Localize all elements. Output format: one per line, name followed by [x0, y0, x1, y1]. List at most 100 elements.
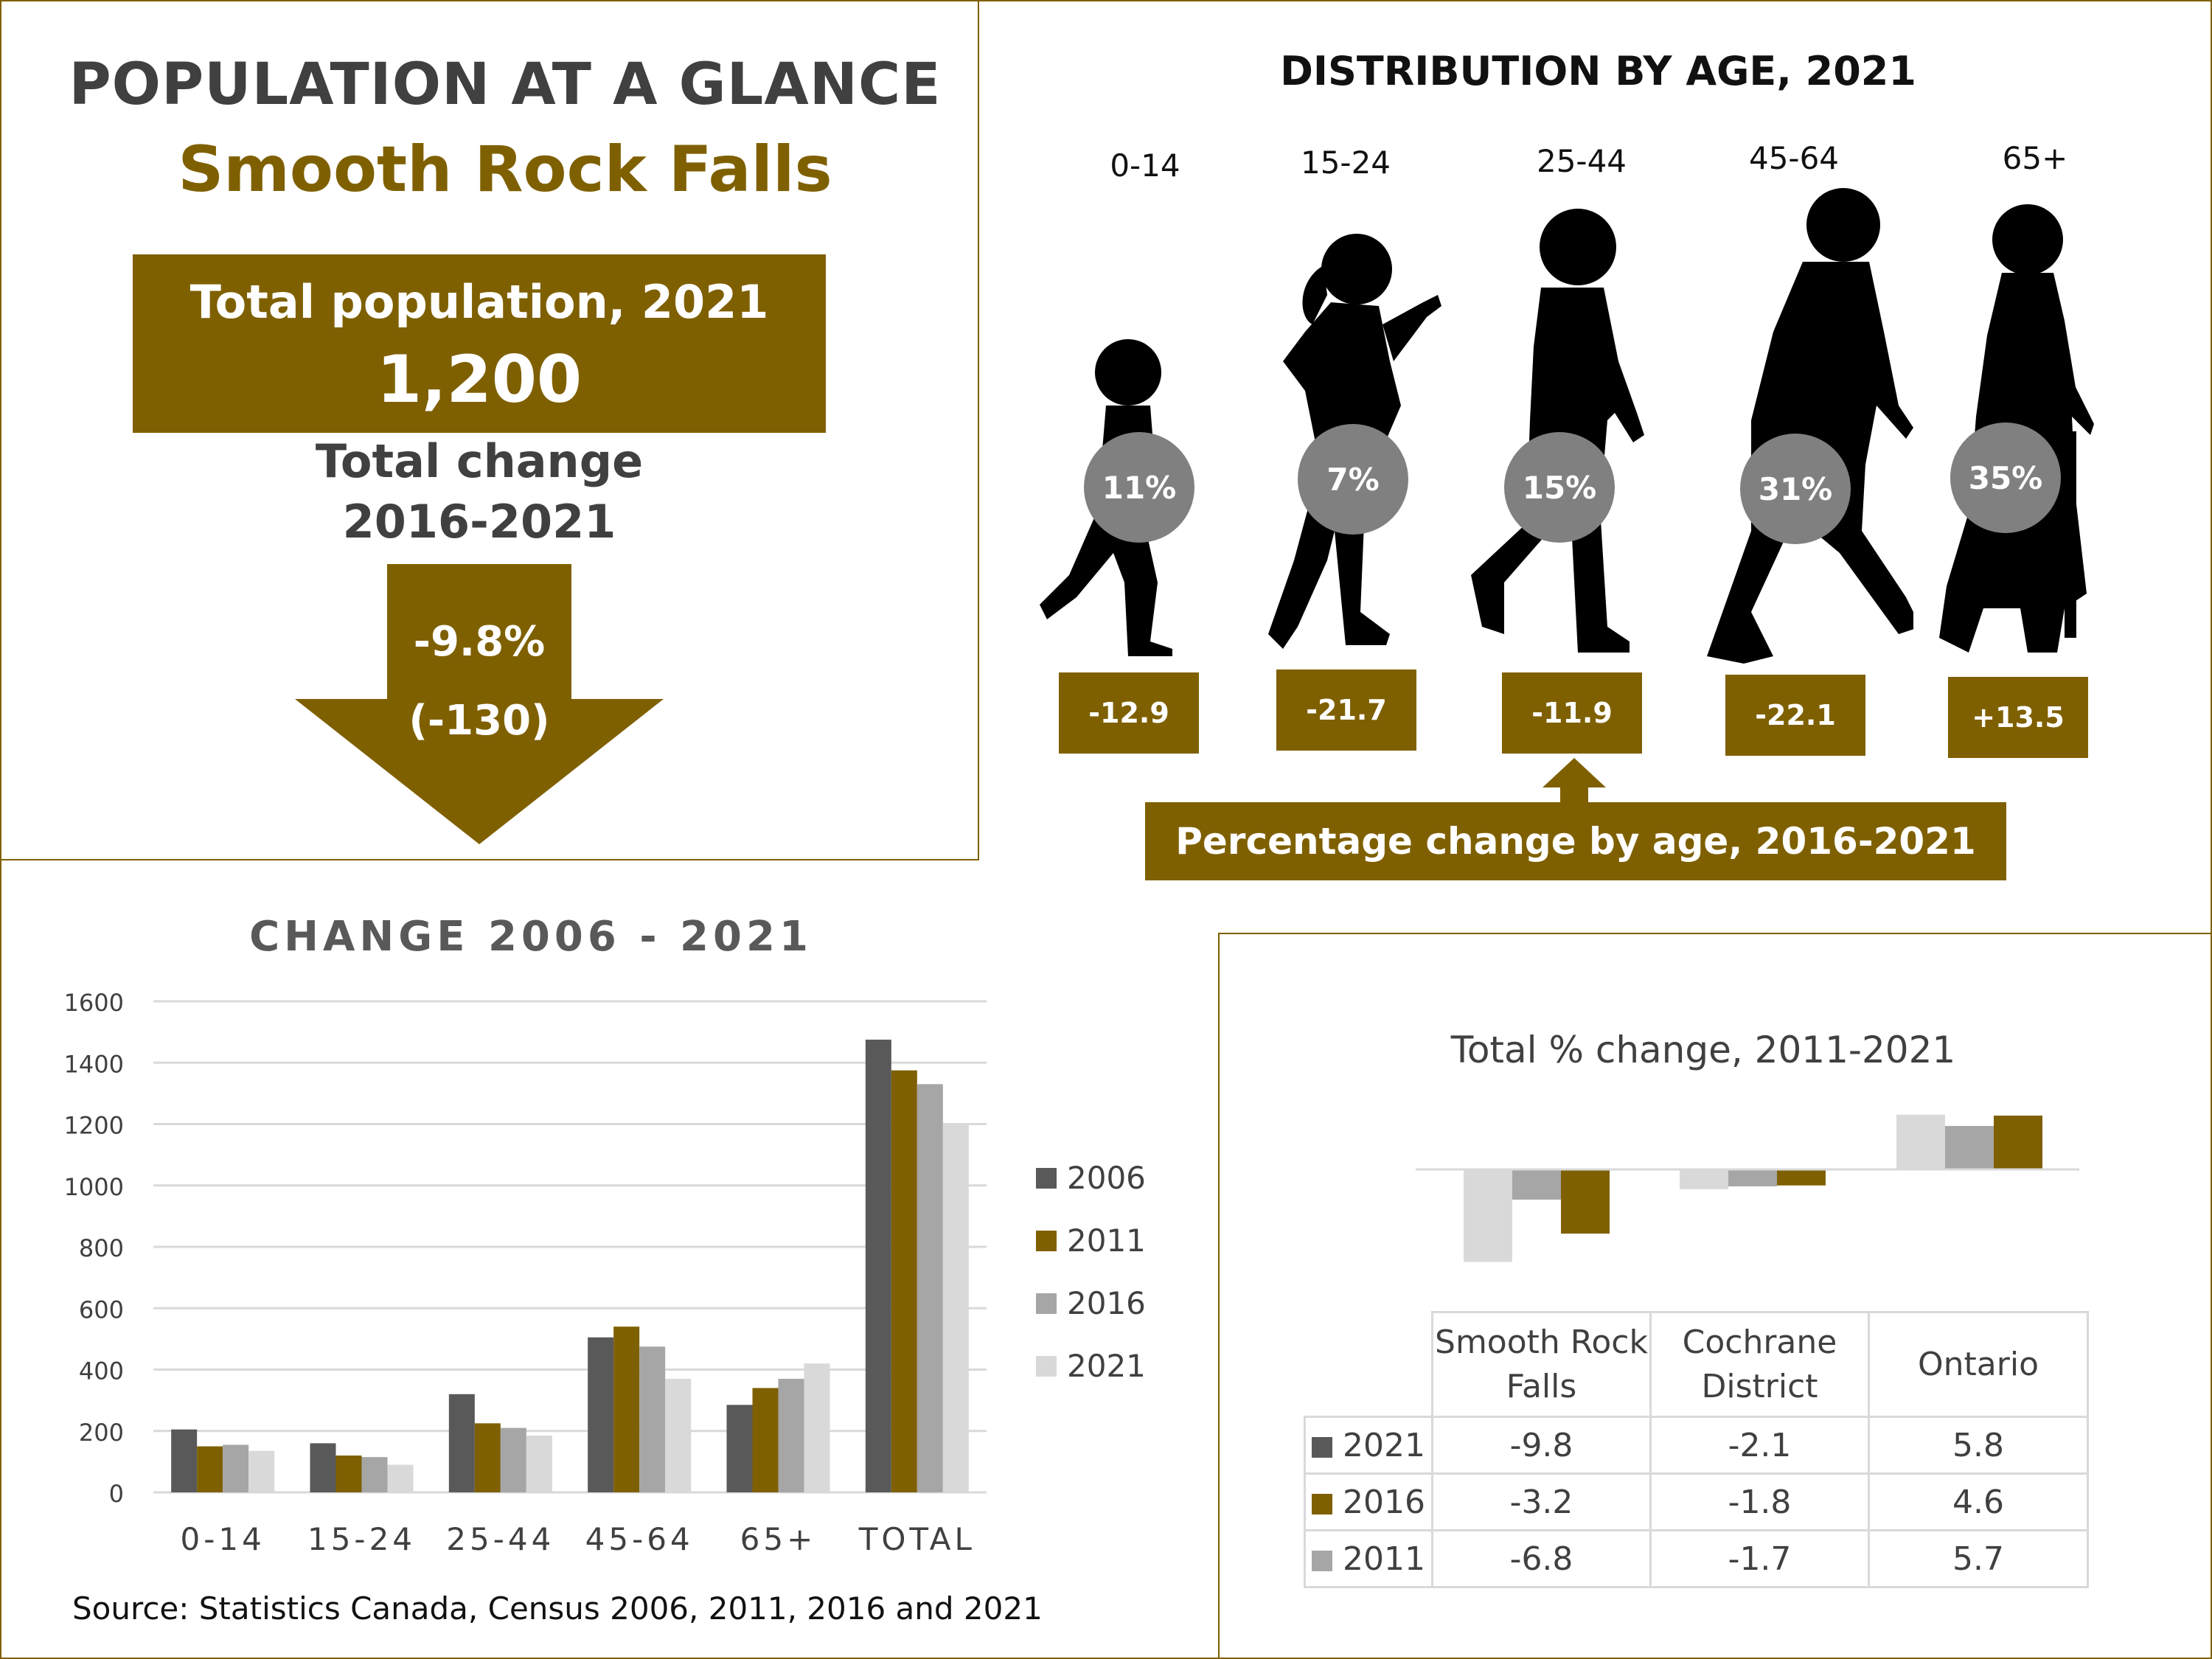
bar [361, 1457, 388, 1492]
y-tick-label: 600 [79, 1295, 124, 1324]
age-change-box-15-24: -21.7 [1276, 669, 1416, 751]
table-year: 2021 [1343, 1426, 1425, 1464]
bar-chart: 0 200 400 600 800 1000 1200 1400 1600 0-14 15-24 25… [64, 989, 987, 1557]
header-line: Ontario [1918, 1346, 2039, 1383]
x-tick-label: TOTAL [858, 1521, 975, 1557]
table-year: 2011 [1343, 1540, 1425, 1578]
bar-chart-title: CHANGE 2006 - 2021 [249, 913, 813, 961]
table-row-label: 2016 [1304, 1472, 1433, 1531]
table-row: 2011 -6.8 -1.7 5.7 [1304, 1529, 2089, 1588]
header-line: Smooth Rock [1435, 1323, 1648, 1361]
page-heading: POPULATION AT A GLANCE [69, 52, 942, 118]
bar [223, 1444, 249, 1492]
age-label-15-24: 15-24 [1300, 145, 1391, 181]
legend-swatch-2016 [1036, 1293, 1057, 1314]
table-cell: -6.8 [1431, 1529, 1652, 1588]
bar [171, 1429, 198, 1492]
table-row: 2021 -9.8 -2.1 5.8 [1304, 1416, 2089, 1475]
bar [197, 1446, 223, 1492]
divider-title-bottom [0, 859, 979, 860]
table-row-label: 2011 [1304, 1529, 1433, 1588]
table-swatch-2011 [1312, 1550, 1332, 1571]
table-header-cochrane-district: Cochrane District [1649, 1311, 1870, 1418]
divider-table-left [1218, 933, 1220, 1659]
bar [1561, 1169, 1610, 1234]
table-swatch-2016 [1312, 1493, 1332, 1514]
table-cell: 4.6 [1868, 1472, 2089, 1531]
header-line: Cochrane [1682, 1323, 1837, 1361]
legend-label-2021: 2021 [1067, 1348, 1146, 1384]
y-tick-label: 800 [79, 1234, 124, 1262]
pct-change-chart [1416, 1114, 2079, 1262]
y-tick-label: 200 [79, 1419, 124, 1447]
legend-label-2006: 2006 [1067, 1160, 1146, 1196]
x-tick-label: 0-14 [181, 1521, 265, 1557]
y-tick-label: 1600 [64, 989, 124, 1017]
y-tick-label: 1000 [64, 1173, 124, 1201]
x-tick-label: 45-64 [585, 1521, 694, 1557]
divider-age-bottom [1218, 933, 2212, 934]
bar [1680, 1169, 1728, 1189]
bar [778, 1378, 804, 1492]
age-change-box-65plus: +13.5 [1948, 677, 2088, 758]
legend-label-2016: 2016 [1067, 1285, 1146, 1321]
table-corner-cell [1304, 1312, 1433, 1418]
total-change-abs: (-130) [408, 697, 550, 745]
age-label-25-44: 25-44 [1536, 143, 1627, 179]
bar [588, 1337, 614, 1492]
table-swatch-2021 [1312, 1436, 1332, 1458]
age-share-badge-45-64: 31% [1740, 434, 1851, 544]
age-share-badge-65plus: 35% [1950, 422, 2061, 533]
bar [726, 1405, 753, 1492]
bar [1994, 1116, 2042, 1169]
bar [1464, 1169, 1512, 1262]
table-cell: -9.8 [1431, 1416, 1652, 1475]
bar [1896, 1114, 1945, 1169]
header-line: District [1701, 1367, 1818, 1405]
age-distribution-heading: DISTRIBUTION BY AGE, 2021 [1280, 48, 1916, 94]
bar [942, 1124, 969, 1492]
total-population-value: 1,200 [376, 341, 582, 417]
legend-label-2011: 2011 [1067, 1222, 1146, 1259]
bar [248, 1450, 275, 1492]
legend-swatch-2006 [1036, 1167, 1057, 1189]
bar [1945, 1126, 1994, 1169]
age-label-65plus: 65+ [2002, 140, 2068, 176]
bar [804, 1363, 830, 1492]
age-share-badge-25-44: 15% [1504, 432, 1615, 543]
table-cell: -2.1 [1649, 1416, 1870, 1475]
total-change-label-line1: Total change [315, 434, 644, 488]
bar [1777, 1169, 1826, 1186]
table-cell: -1.8 [1649, 1472, 1870, 1531]
age-share-badge-0-14: 11% [1084, 432, 1194, 543]
middle-aged-silhouette-icon [1707, 188, 1913, 664]
table-header-ontario: Ontario [1868, 1311, 2089, 1418]
place-name: Smooth Rock Falls [178, 133, 832, 206]
x-tick-label: 25-44 [446, 1521, 554, 1557]
total-population-label: Total population, 2021 [189, 275, 769, 329]
total-population-box: Total population, 2021 1,200 [133, 254, 826, 433]
age-share-badge-15-24: 7% [1298, 424, 1408, 535]
x-tick-label: 65+ [740, 1521, 817, 1557]
pct-change-chart-title: Total % change, 2011-2021 [1450, 1029, 1956, 1071]
bar [448, 1394, 475, 1492]
bar [500, 1427, 526, 1492]
legend-swatch-2011 [1036, 1230, 1057, 1251]
legend-item-2021: 2021 [1036, 1348, 1146, 1384]
age-change-box-45-64: -22.1 [1725, 675, 1865, 756]
table-cell: -1.7 [1649, 1529, 1870, 1588]
table-year: 2016 [1343, 1483, 1425, 1521]
table-cell: 5.7 [1868, 1529, 2089, 1588]
table-header-smooth-rock-falls: Smooth Rock Falls [1431, 1311, 1652, 1418]
bar [665, 1378, 692, 1492]
y-tick-label: 400 [79, 1357, 124, 1385]
bar [613, 1326, 640, 1492]
bar [335, 1455, 362, 1492]
total-change-label: Total change 2016-2021 [258, 431, 700, 552]
bar [917, 1084, 943, 1492]
table-header-row: Smooth Rock Falls Cochrane District Onta… [1304, 1311, 2089, 1418]
down-arrow-icon [295, 564, 664, 844]
table-row-label: 2021 [1304, 1416, 1433, 1475]
legend-item-2011: 2011 [1036, 1222, 1146, 1259]
